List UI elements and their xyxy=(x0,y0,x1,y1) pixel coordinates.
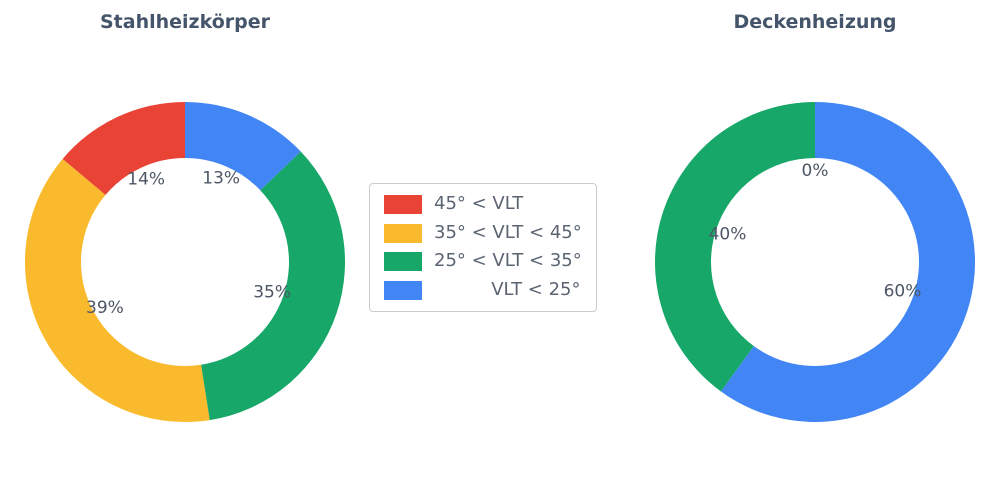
legend: 45° < VLT 35° < VLT < 45° 25° < VLT < 35° … xyxy=(369,183,597,312)
legend-item-blue: VLT < 25° xyxy=(384,279,582,301)
donut-svg: 14% 39% 35% 13% xyxy=(24,102,346,423)
donut-segment-amber xyxy=(24,158,210,423)
percent-label-red: 0% xyxy=(802,161,829,181)
percent-label-blue: 60% xyxy=(884,281,922,301)
percent-label-green: 35% xyxy=(253,282,291,302)
legend-swatch-green xyxy=(384,252,422,272)
legend-swatch-amber xyxy=(384,223,422,243)
legend-item-label: 45° < VLT xyxy=(434,193,524,214)
legend-swatch-blue xyxy=(384,280,422,300)
percent-label-green: 40% xyxy=(709,225,747,245)
chart-title-deckenheizung: Deckenheizung xyxy=(733,11,897,33)
chart-title-stahlheizkoerper: Stahlheizkörper xyxy=(99,11,271,33)
legend-item-amber: 35° < VLT < 45° xyxy=(384,221,582,244)
percent-label-amber: 39% xyxy=(86,298,124,318)
legend-item-green: 25° < VLT < 35° xyxy=(384,251,582,272)
legend-item-label: VLT < 25° xyxy=(434,279,581,301)
legend-item-label: 35° < VLT < 45° xyxy=(434,221,582,243)
donut-segment-green xyxy=(654,102,815,392)
donut-segment-red xyxy=(62,102,185,196)
donut-segment-blue xyxy=(720,102,975,422)
donut-chart-stahlheizkoerper: 14% 39% 35% 13% xyxy=(15,92,355,432)
donut-segment-blue xyxy=(185,102,301,191)
legend-item-label: 25° < VLT < 35° xyxy=(434,250,582,272)
legend-swatch-red xyxy=(384,194,422,214)
percent-label-red: 14% xyxy=(127,170,165,190)
donut-segment-green xyxy=(201,151,346,421)
donut-svg: 0% 40% 60% xyxy=(654,102,975,422)
legend-item-red: 45° < VLT xyxy=(384,193,582,215)
percent-label-blue: 13% xyxy=(202,168,240,188)
donut-chart-deckenheizung: 0% 40% 60% xyxy=(645,92,985,432)
